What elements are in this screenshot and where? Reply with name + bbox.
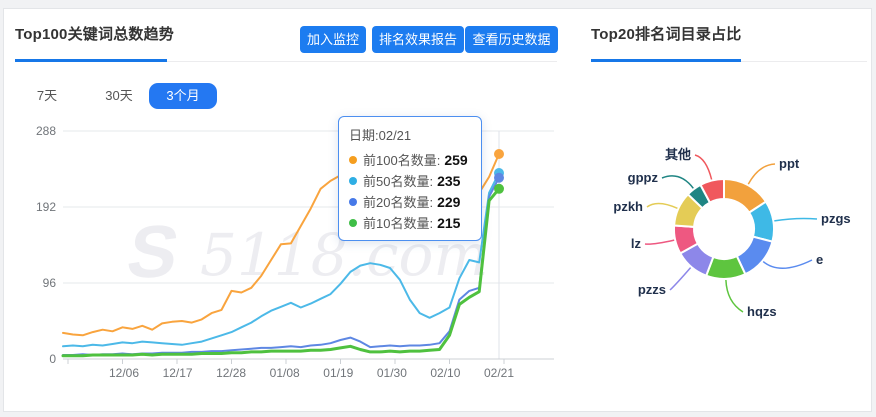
- series-end-dot-3[interactable]: [494, 183, 504, 194]
- donut-leader-line: [774, 217, 818, 222]
- trend-title-divider: [15, 61, 557, 62]
- tooltip-series-label: 前20名数量:: [363, 195, 434, 210]
- donut-label-lz: lz: [631, 236, 642, 251]
- tooltip-series-value: 235: [437, 172, 461, 189]
- series-line-1: [62, 172, 500, 348]
- chart-tooltip: 日期:02/21 前100名数量: 259 前50名数量: 235 前20名数量…: [338, 116, 482, 241]
- series-dot-icon: [349, 155, 357, 164]
- series-line-3: [61, 187, 501, 358]
- directory-donut-chart[interactable]: ppt pzgs e hqzs pzzs lz pzkh gppz 其他: [567, 64, 873, 412]
- donut-leader-line: [694, 154, 713, 180]
- tooltip-row: 前100名数量: 259: [349, 149, 471, 170]
- tab-30-days[interactable]: 30天: [96, 83, 142, 109]
- series-dot-icon: [349, 218, 357, 227]
- series-dot-icon: [349, 197, 357, 206]
- series-dot-icon: [349, 176, 357, 185]
- y-axis-label: 0: [49, 352, 56, 366]
- y-axis-label: 96: [43, 276, 57, 290]
- tooltip-series-value: 259: [444, 151, 468, 168]
- donut-label-pzkh: pzkh: [613, 199, 643, 214]
- dashboard-card: Top100关键词总数趋势 加入监控 排名效果报告 查看历史数据 7天 30天 …: [3, 8, 872, 412]
- donut-slice-其他[interactable]: [699, 177, 725, 204]
- donut-chart-area[interactable]: ppt pzgs e hqzs pzzs lz pzkh gppz 其他: [567, 64, 873, 412]
- y-axis-label: 192: [36, 200, 56, 214]
- watermark-logo-icon: S: [121, 210, 185, 293]
- donut-leader-line: [661, 175, 694, 189]
- series-end-dot-0[interactable]: [494, 149, 504, 159]
- add-monitoring-button[interactable]: 加入监控: [300, 26, 366, 53]
- trend-section-title: Top100关键词总数趋势: [15, 26, 175, 43]
- donut-title-underline: [591, 59, 741, 62]
- tooltip-series-label: 前10名数量:: [363, 216, 434, 231]
- history-data-button[interactable]: 查看历史数据: [465, 26, 558, 53]
- x-axis-label: 02/21: [484, 366, 514, 380]
- tooltip-row: 前10名数量: 215: [349, 212, 471, 233]
- x-axis-label: 12/17: [163, 366, 193, 380]
- x-axis-label: 01/30: [377, 366, 407, 380]
- tooltip-series-label: 前100名数量:: [363, 153, 441, 168]
- x-axis-label: 01/19: [323, 366, 353, 380]
- donut-label-ppt: ppt: [779, 156, 800, 171]
- donut-leader-line: [646, 202, 678, 209]
- donut-label-e: e: [816, 252, 823, 267]
- donut-section-title: Top20排名词目录占比: [591, 26, 742, 43]
- x-axis-label: 02/10: [430, 366, 460, 380]
- donut-leader-line: [669, 267, 692, 291]
- trend-title-underline: [15, 59, 167, 62]
- x-axis-label: 01/08: [270, 366, 300, 380]
- tooltip-series-label: 前50名数量:: [363, 174, 434, 189]
- ranking-report-button[interactable]: 排名效果报告: [372, 26, 464, 53]
- donut-leader-line: [762, 259, 813, 269]
- tab-7-days[interactable]: 7天: [26, 83, 68, 109]
- donut-label-hqzs: hqzs: [747, 304, 777, 319]
- donut-leader-line: [725, 279, 744, 313]
- tooltip-date: 日期:02/21: [349, 128, 412, 143]
- x-axis-label: 12/28: [216, 366, 246, 380]
- tooltip-row: 前50名数量: 235: [349, 170, 471, 191]
- donut-leader-line: [644, 239, 675, 245]
- donut-leader-line: [747, 163, 776, 185]
- tooltip-series-value: 229: [437, 193, 461, 210]
- y-axis-label: 288: [36, 124, 56, 138]
- x-axis-label: 12/06: [109, 366, 139, 380]
- tooltip-series-value: 215: [437, 214, 461, 231]
- donut-label-pzzs: pzzs: [638, 282, 666, 297]
- donut-label-pzgs: pzgs: [821, 211, 851, 226]
- donut-label-gppz: gppz: [628, 170, 659, 185]
- tab-3-months[interactable]: 3个月: [149, 83, 217, 109]
- donut-label-其他: 其他: [665, 147, 691, 162]
- tooltip-row: 前20名数量: 229: [349, 191, 471, 212]
- series-end-dot-2[interactable]: [494, 172, 504, 183]
